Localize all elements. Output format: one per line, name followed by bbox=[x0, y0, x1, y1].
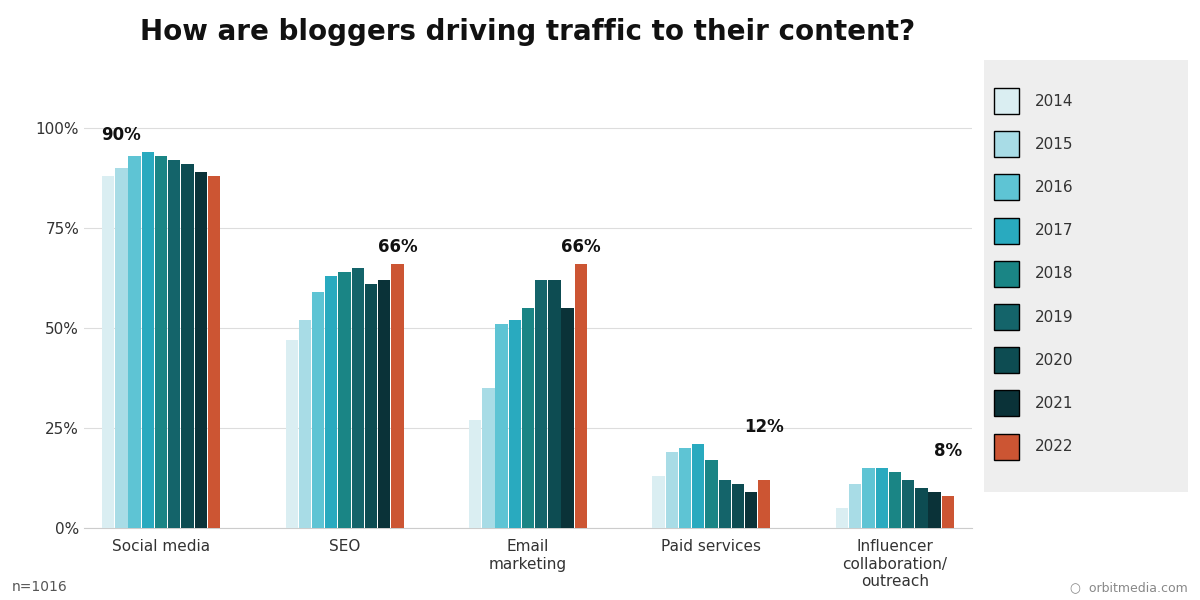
Bar bbox=[482, 388, 494, 528]
Bar bbox=[719, 480, 731, 528]
Bar bbox=[181, 164, 193, 528]
Bar bbox=[850, 484, 862, 528]
Bar bbox=[575, 264, 587, 528]
FancyBboxPatch shape bbox=[994, 434, 1019, 460]
Bar bbox=[902, 480, 914, 528]
Text: ○  orbitmedia.com: ○ orbitmedia.com bbox=[1070, 581, 1188, 594]
Text: 2015: 2015 bbox=[1034, 137, 1074, 152]
Bar bbox=[929, 492, 941, 528]
FancyBboxPatch shape bbox=[994, 218, 1019, 244]
Text: 2019: 2019 bbox=[1034, 310, 1074, 325]
FancyBboxPatch shape bbox=[994, 391, 1019, 416]
Bar bbox=[102, 176, 114, 528]
Text: 66%: 66% bbox=[562, 238, 601, 256]
Bar bbox=[535, 280, 547, 528]
Bar bbox=[142, 152, 154, 528]
Text: 2016: 2016 bbox=[1034, 180, 1074, 195]
Bar bbox=[469, 420, 481, 528]
Bar bbox=[745, 492, 757, 528]
Text: 2014: 2014 bbox=[1034, 94, 1074, 109]
Bar bbox=[208, 176, 220, 528]
Bar bbox=[168, 160, 180, 528]
FancyBboxPatch shape bbox=[994, 347, 1019, 373]
Bar bbox=[562, 308, 574, 528]
Text: 2021: 2021 bbox=[1034, 396, 1074, 411]
Bar bbox=[692, 444, 704, 528]
Bar bbox=[863, 468, 875, 528]
Bar bbox=[312, 292, 324, 528]
Bar bbox=[496, 324, 508, 528]
Text: 2022: 2022 bbox=[1034, 439, 1074, 454]
Bar bbox=[679, 448, 691, 528]
Text: How are bloggers driving traffic to their content?: How are bloggers driving traffic to thei… bbox=[140, 18, 916, 46]
Bar bbox=[706, 460, 718, 528]
FancyBboxPatch shape bbox=[994, 261, 1019, 287]
Bar bbox=[666, 452, 678, 528]
Bar bbox=[378, 280, 390, 528]
Bar bbox=[942, 496, 954, 528]
Bar bbox=[352, 268, 364, 528]
FancyBboxPatch shape bbox=[994, 131, 1019, 157]
Text: 2018: 2018 bbox=[1034, 266, 1074, 281]
Bar bbox=[365, 284, 377, 528]
Bar bbox=[876, 468, 888, 528]
Bar bbox=[286, 340, 298, 528]
FancyBboxPatch shape bbox=[994, 304, 1019, 330]
Bar bbox=[194, 172, 206, 528]
FancyBboxPatch shape bbox=[994, 175, 1019, 200]
Bar bbox=[391, 264, 403, 528]
Text: 66%: 66% bbox=[378, 238, 418, 256]
Text: 12%: 12% bbox=[744, 418, 784, 436]
Bar bbox=[732, 484, 744, 528]
Bar bbox=[548, 280, 560, 528]
Bar bbox=[338, 272, 350, 528]
FancyBboxPatch shape bbox=[994, 88, 1019, 114]
Bar bbox=[155, 156, 167, 528]
Bar bbox=[836, 508, 848, 528]
Text: 2020: 2020 bbox=[1034, 353, 1074, 368]
Text: 8%: 8% bbox=[934, 442, 962, 460]
Bar bbox=[128, 156, 140, 528]
Bar bbox=[758, 480, 770, 528]
Text: 90%: 90% bbox=[102, 126, 142, 144]
Bar bbox=[916, 488, 928, 528]
Text: 2017: 2017 bbox=[1034, 223, 1074, 238]
Bar bbox=[299, 320, 311, 528]
Bar bbox=[509, 320, 521, 528]
Bar bbox=[522, 308, 534, 528]
Bar bbox=[115, 168, 127, 528]
Text: n=1016: n=1016 bbox=[12, 580, 67, 594]
Bar bbox=[889, 472, 901, 528]
Bar bbox=[325, 276, 337, 528]
Bar bbox=[653, 476, 665, 528]
